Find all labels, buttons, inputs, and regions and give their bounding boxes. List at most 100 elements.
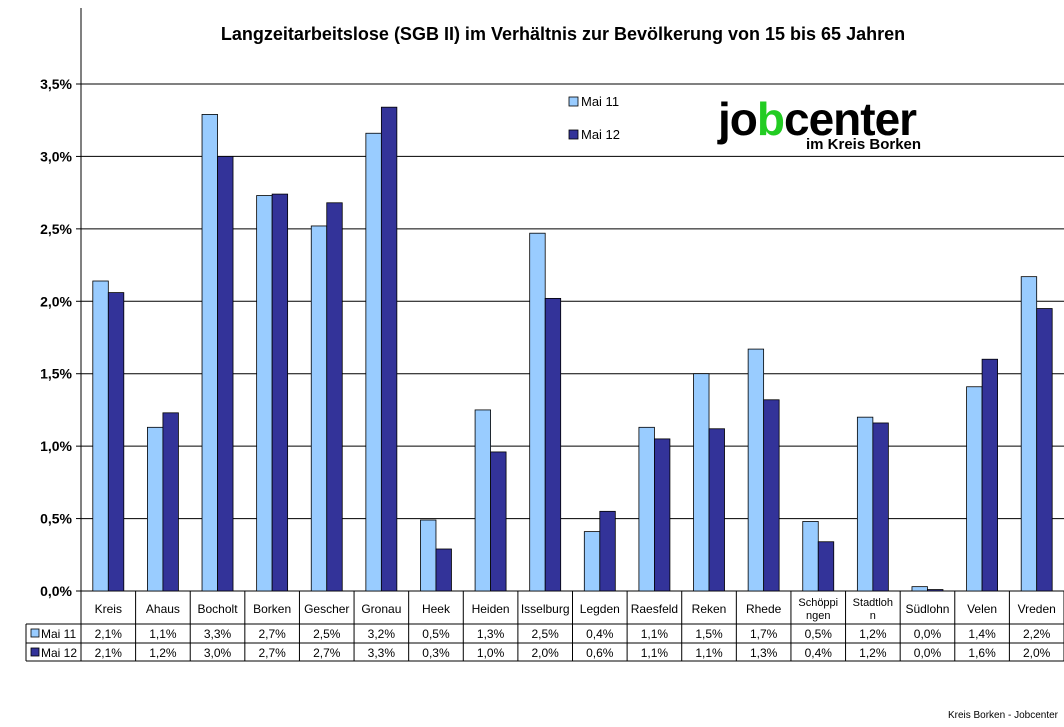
bar xyxy=(147,426,164,592)
bar xyxy=(747,348,765,592)
data-label: 0,5% xyxy=(422,627,450,641)
bar xyxy=(474,409,491,592)
data-label: 2,5% xyxy=(313,627,341,641)
data-label: 2,2% xyxy=(1023,627,1051,641)
data-label: 1,0% xyxy=(477,646,505,660)
data-label: 1,1% xyxy=(641,627,669,641)
bar xyxy=(1036,308,1053,592)
x-tick-label: Ahaus xyxy=(146,602,180,616)
x-tick-label: Heiden xyxy=(472,602,510,616)
x-tick-label: Isselburg xyxy=(521,602,570,616)
x-tick-label: Rhede xyxy=(746,602,782,616)
data-label: 1,6% xyxy=(968,646,996,660)
data-label: 2,1% xyxy=(95,646,123,660)
data-label: 0,4% xyxy=(586,627,614,641)
legend-label: Mai 11 xyxy=(581,94,619,109)
bars xyxy=(92,106,1053,592)
data-label: 1,4% xyxy=(968,627,996,641)
data-label: 0,0% xyxy=(914,627,942,641)
data-label: 1,3% xyxy=(750,646,778,660)
data-label: 1,2% xyxy=(149,646,177,660)
x-tick-label: Südlohn xyxy=(905,602,949,616)
bar xyxy=(981,358,998,592)
bar xyxy=(817,541,835,592)
data-label: 1,2% xyxy=(859,646,887,660)
x-tick-label: Stadtloh n xyxy=(853,597,893,622)
logo-wordmark: jobcenter xyxy=(718,93,917,145)
x-tick-label: Vreden xyxy=(1018,602,1056,616)
bar xyxy=(911,586,928,592)
bar xyxy=(763,399,780,592)
data-label: 3,3% xyxy=(204,627,232,641)
table-series-name: Mai 11 xyxy=(41,627,76,641)
x-tick-label: Raesfeld xyxy=(631,602,678,616)
y-tick-label: 3,0% xyxy=(40,148,72,164)
data-label: 1,5% xyxy=(695,627,723,641)
data-label: 2,5% xyxy=(532,627,560,641)
y-tick-label: 2,0% xyxy=(40,293,72,309)
data-label: 2,0% xyxy=(532,646,560,660)
bar xyxy=(872,422,889,592)
y-axis: 0,0% 0,5% 1,0% 1,5% 2,0% 2,5% 3,0% 3,5% xyxy=(40,8,82,660)
bar xyxy=(326,202,343,592)
data-label: 3,0% xyxy=(204,646,232,660)
data-label: 3,2% xyxy=(368,627,396,641)
bar xyxy=(490,451,507,592)
bar xyxy=(271,193,289,592)
data-label: 2,1% xyxy=(95,627,123,641)
x-tick-label-line: ngen xyxy=(806,610,830,622)
data-label: 1,1% xyxy=(695,646,723,660)
y-tick-label: 0,0% xyxy=(40,583,72,599)
x-tick-label: Reken xyxy=(692,602,727,616)
bar xyxy=(435,548,452,592)
bar xyxy=(583,531,601,592)
data-label: 2,7% xyxy=(313,646,341,660)
table-legend-swatch xyxy=(30,628,40,638)
y-tick-label: 1,5% xyxy=(40,366,72,382)
x-tick-label: Schöppi ngen xyxy=(798,597,838,622)
data-label: 1,7% xyxy=(750,627,778,641)
bar xyxy=(217,156,234,592)
x-tick-label: Borken xyxy=(253,602,291,616)
bar xyxy=(654,438,671,592)
data-label: 0,5% xyxy=(805,627,833,641)
table-series-name: Mai 12 xyxy=(41,646,77,660)
x-tick-label-line: Stadtloh xyxy=(853,597,893,609)
x-tick-label-line: Schöppi xyxy=(798,597,838,609)
logo-subtitle: im Kreis Borken xyxy=(806,136,922,153)
y-tick-label: 0,5% xyxy=(40,511,72,527)
data-label: 1,1% xyxy=(641,646,669,660)
bar xyxy=(256,195,273,592)
bar xyxy=(365,132,382,592)
bar xyxy=(529,232,546,592)
data-table: Kreis Ahaus Bocholt Borken Gescher Gronau Heek… xyxy=(25,591,1064,662)
x-tick-label: Heek xyxy=(422,602,451,616)
bar xyxy=(1020,276,1038,592)
data-label: 0,3% xyxy=(422,646,450,660)
x-tick-label: Gescher xyxy=(304,602,349,616)
legend: Mai 11 Mai 12 xyxy=(568,94,620,142)
bar xyxy=(802,521,819,592)
data-label: 0,6% xyxy=(586,646,614,660)
y-tick-label: 1,0% xyxy=(40,438,72,454)
legend-swatch xyxy=(568,96,579,107)
data-label: 2,0% xyxy=(1023,646,1051,660)
legend-swatch xyxy=(568,129,579,140)
x-tick-label: Bocholt xyxy=(198,602,239,616)
bar xyxy=(966,386,983,592)
bar xyxy=(380,106,398,592)
bar xyxy=(107,292,125,592)
bar xyxy=(310,225,328,592)
bar xyxy=(420,519,437,592)
bar xyxy=(708,428,725,592)
data-label: 2,7% xyxy=(258,627,286,641)
data-label: 2,7% xyxy=(258,646,286,660)
x-tick-label-line: n xyxy=(870,610,876,622)
y-tick-label: 3,5% xyxy=(40,76,72,92)
bar xyxy=(201,114,218,592)
jobcenter-logo: jobcenter im Kreis Borken xyxy=(718,96,963,158)
footer-credit: Kreis Borken - Jobcenter xyxy=(947,710,1058,721)
x-tick-label: Legden xyxy=(580,602,620,616)
data-label: 1,3% xyxy=(477,627,505,641)
